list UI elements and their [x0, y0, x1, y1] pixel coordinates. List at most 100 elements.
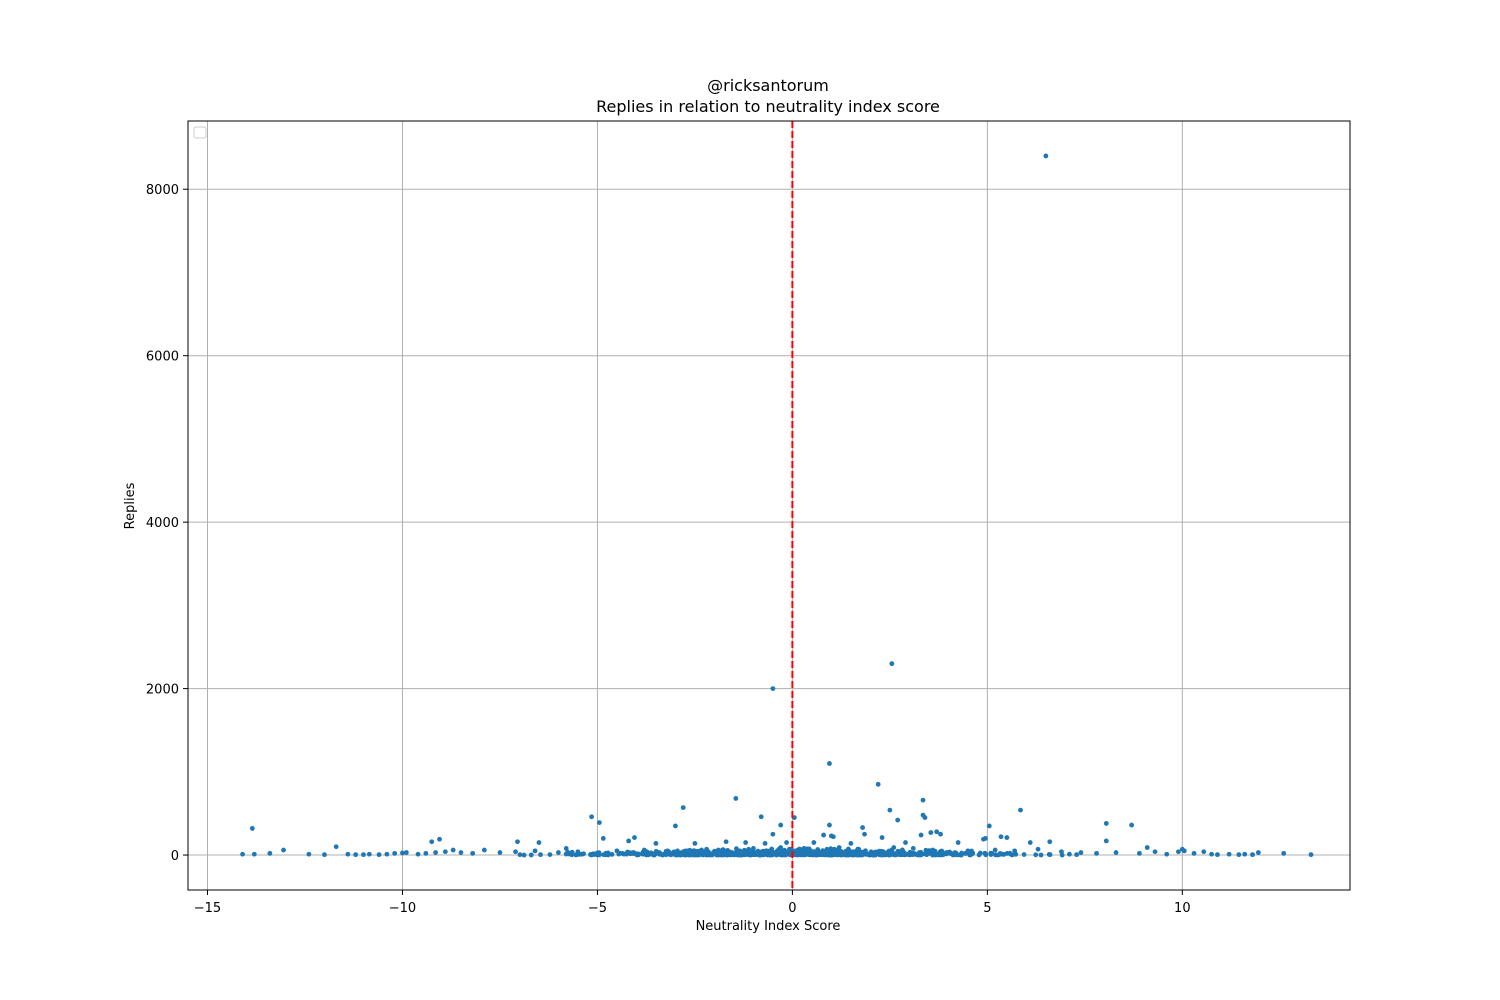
- data-point: [848, 840, 854, 846]
- data-point: [969, 848, 974, 854]
- x-axis: −15 −10 −5 0 5 10: [194, 890, 1191, 916]
- data-point: [792, 848, 798, 854]
- data-point: [1007, 850, 1013, 856]
- data-point: [442, 849, 448, 855]
- data-point: [879, 835, 885, 840]
- data-point: [653, 840, 659, 846]
- data-point: [681, 849, 687, 854]
- y-axis: 0 2000 4000 6000 8000: [146, 183, 188, 864]
- data-point: [784, 840, 789, 845]
- data-point: [281, 847, 286, 853]
- data-point: [934, 829, 940, 835]
- data-point: [1067, 851, 1072, 857]
- data-point: [827, 761, 832, 766]
- data-point: [787, 852, 793, 857]
- data-point: [801, 845, 807, 851]
- data-point: [733, 796, 739, 801]
- data-point: [988, 850, 994, 856]
- data-point: [895, 817, 901, 823]
- data-point: [596, 852, 602, 858]
- data-point: [1074, 852, 1080, 858]
- data-point: [322, 852, 327, 858]
- data-point: [825, 849, 830, 855]
- data-point: [737, 848, 743, 854]
- data-point: [589, 814, 594, 820]
- data-point: [692, 840, 698, 846]
- data-point: [821, 832, 826, 838]
- data-point: [918, 832, 924, 838]
- data-point: [1181, 848, 1187, 854]
- x-tick-label: −5: [588, 901, 607, 916]
- data-point: [588, 852, 594, 858]
- data-point: [928, 830, 934, 835]
- data-point: [920, 797, 926, 803]
- data-point: [806, 851, 811, 857]
- data-point: [887, 807, 893, 813]
- data-point: [685, 848, 691, 854]
- data-point: [400, 850, 405, 856]
- plot-area: [188, 121, 1350, 890]
- data-point: [333, 844, 339, 850]
- data-point: [1113, 850, 1119, 855]
- data-point: [924, 851, 930, 857]
- legend-box: [193, 126, 207, 139]
- data-point: [665, 848, 671, 854]
- data-point: [778, 822, 784, 828]
- data-point: [1242, 851, 1248, 857]
- data-point: [1004, 835, 1010, 840]
- data-point: [1191, 850, 1197, 856]
- data-point: [1047, 839, 1053, 845]
- data-point: [863, 848, 868, 854]
- data-point: [609, 851, 615, 857]
- data-point: [981, 836, 986, 842]
- data-point: [948, 851, 954, 857]
- data-point: [1201, 849, 1207, 855]
- data-point: [770, 686, 776, 691]
- data-point: [1059, 849, 1064, 855]
- data-point: [513, 849, 518, 855]
- data-point: [770, 831, 776, 837]
- data-point: [376, 852, 382, 858]
- data-point: [856, 846, 862, 852]
- data-point: [353, 852, 359, 858]
- data-point: [965, 848, 971, 854]
- data-point: [982, 850, 988, 856]
- data-point: [563, 851, 569, 857]
- data-point: [735, 852, 741, 858]
- data-point: [743, 840, 749, 845]
- data-point: [977, 850, 983, 856]
- data-point: [887, 852, 892, 858]
- data-point: [955, 840, 961, 845]
- data-point: [470, 850, 476, 856]
- data-point: [930, 847, 936, 853]
- data-point: [630, 850, 636, 856]
- data-point: [954, 852, 960, 858]
- data-point: [778, 845, 784, 850]
- data-point: [1033, 852, 1039, 858]
- data-point: [458, 850, 464, 855]
- data-point: [1021, 852, 1027, 857]
- data-point: [384, 851, 390, 857]
- data-point: [795, 852, 801, 858]
- data-point: [1152, 849, 1158, 855]
- data-point: [569, 849, 575, 855]
- plot-frame: [187, 120, 1351, 891]
- x-tick-label: 10: [1174, 901, 1191, 916]
- data-point: [1137, 850, 1142, 856]
- data-point: [603, 850, 609, 856]
- data-point: [392, 850, 398, 856]
- data-point: [433, 850, 439, 855]
- data-point: [751, 845, 756, 851]
- data-point: [836, 845, 842, 850]
- data-point: [641, 847, 647, 853]
- data-point: [762, 840, 768, 846]
- data-point: [497, 850, 503, 855]
- data-point: [437, 836, 442, 842]
- grid-lines: [188, 121, 1350, 890]
- data-point: [1250, 852, 1255, 858]
- data-point: [723, 839, 729, 845]
- data-point: [910, 845, 916, 851]
- x-axis-label: Neutrality Index Score: [696, 919, 841, 934]
- data-point: [800, 850, 806, 856]
